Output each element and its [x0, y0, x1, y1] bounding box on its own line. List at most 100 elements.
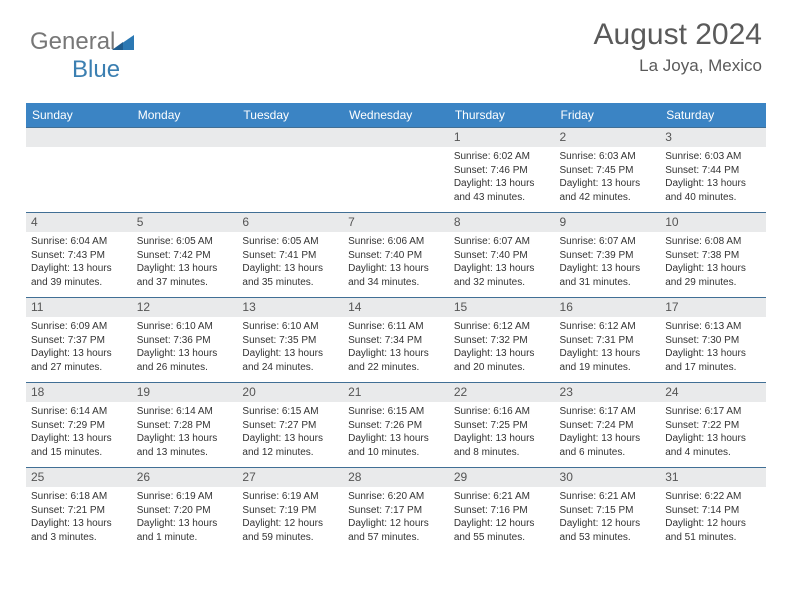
weekday-monday: Monday	[132, 103, 238, 128]
calendar-cell: 13Sunrise: 6:10 AMSunset: 7:35 PMDayligh…	[237, 298, 343, 383]
day-number: 12	[132, 298, 238, 317]
day-number: 27	[237, 468, 343, 487]
day-number: 13	[237, 298, 343, 317]
day-number: 10	[660, 213, 766, 232]
calendar-cell: 11Sunrise: 6:09 AMSunset: 7:37 PMDayligh…	[26, 298, 132, 383]
day-number: 3	[660, 128, 766, 147]
calendar-row: 11Sunrise: 6:09 AMSunset: 7:37 PMDayligh…	[26, 298, 766, 383]
day-details: Sunrise: 6:03 AMSunset: 7:45 PMDaylight:…	[555, 147, 661, 204]
day-number: 5	[132, 213, 238, 232]
day-number: 6	[237, 213, 343, 232]
day-details: Sunrise: 6:21 AMSunset: 7:15 PMDaylight:…	[555, 487, 661, 544]
day-details: Sunrise: 6:18 AMSunset: 7:21 PMDaylight:…	[26, 487, 132, 544]
day-details: Sunrise: 6:13 AMSunset: 7:30 PMDaylight:…	[660, 317, 766, 374]
calendar-cell	[132, 128, 238, 213]
calendar-cell: 5Sunrise: 6:05 AMSunset: 7:42 PMDaylight…	[132, 213, 238, 298]
day-number: 1	[449, 128, 555, 147]
day-details: Sunrise: 6:10 AMSunset: 7:35 PMDaylight:…	[237, 317, 343, 374]
day-number: 19	[132, 383, 238, 402]
day-details: Sunrise: 6:07 AMSunset: 7:40 PMDaylight:…	[449, 232, 555, 289]
weekday-friday: Friday	[555, 103, 661, 128]
calendar-cell: 29Sunrise: 6:21 AMSunset: 7:16 PMDayligh…	[449, 468, 555, 553]
month-title: August 2024	[30, 18, 762, 52]
calendar-cell: 15Sunrise: 6:12 AMSunset: 7:32 PMDayligh…	[449, 298, 555, 383]
day-details: Sunrise: 6:06 AMSunset: 7:40 PMDaylight:…	[343, 232, 449, 289]
weekday-tuesday: Tuesday	[237, 103, 343, 128]
day-details: Sunrise: 6:15 AMSunset: 7:26 PMDaylight:…	[343, 402, 449, 459]
day-details: Sunrise: 6:02 AMSunset: 7:46 PMDaylight:…	[449, 147, 555, 204]
calendar-cell: 18Sunrise: 6:14 AMSunset: 7:29 PMDayligh…	[26, 383, 132, 468]
day-number: 11	[26, 298, 132, 317]
calendar-cell: 2Sunrise: 6:03 AMSunset: 7:45 PMDaylight…	[555, 128, 661, 213]
calendar-cell: 28Sunrise: 6:20 AMSunset: 7:17 PMDayligh…	[343, 468, 449, 553]
weekday-sunday: Sunday	[26, 103, 132, 128]
calendar-table: SundayMondayTuesdayWednesdayThursdayFrid…	[26, 103, 766, 553]
calendar-cell: 1Sunrise: 6:02 AMSunset: 7:46 PMDaylight…	[449, 128, 555, 213]
calendar-cell: 27Sunrise: 6:19 AMSunset: 7:19 PMDayligh…	[237, 468, 343, 553]
day-number: 24	[660, 383, 766, 402]
day-number: 23	[555, 383, 661, 402]
day-number: 17	[660, 298, 766, 317]
calendar-cell: 26Sunrise: 6:19 AMSunset: 7:20 PMDayligh…	[132, 468, 238, 553]
calendar-cell: 16Sunrise: 6:12 AMSunset: 7:31 PMDayligh…	[555, 298, 661, 383]
day-details: Sunrise: 6:22 AMSunset: 7:14 PMDaylight:…	[660, 487, 766, 544]
day-details: Sunrise: 6:11 AMSunset: 7:34 PMDaylight:…	[343, 317, 449, 374]
calendar-cell: 31Sunrise: 6:22 AMSunset: 7:14 PMDayligh…	[660, 468, 766, 553]
calendar-cell: 8Sunrise: 6:07 AMSunset: 7:40 PMDaylight…	[449, 213, 555, 298]
day-details: Sunrise: 6:19 AMSunset: 7:20 PMDaylight:…	[132, 487, 238, 544]
calendar-row: 18Sunrise: 6:14 AMSunset: 7:29 PMDayligh…	[26, 383, 766, 468]
day-number: 28	[343, 468, 449, 487]
calendar-cell: 24Sunrise: 6:17 AMSunset: 7:22 PMDayligh…	[660, 383, 766, 468]
title-block: August 2024 La Joya, Mexico	[30, 18, 762, 76]
calendar-cell: 6Sunrise: 6:05 AMSunset: 7:41 PMDaylight…	[237, 213, 343, 298]
day-number: 31	[660, 468, 766, 487]
location: La Joya, Mexico	[30, 56, 762, 76]
calendar-cell: 9Sunrise: 6:07 AMSunset: 7:39 PMDaylight…	[555, 213, 661, 298]
day-number: 7	[343, 213, 449, 232]
calendar-cell	[237, 128, 343, 213]
day-details: Sunrise: 6:12 AMSunset: 7:32 PMDaylight:…	[449, 317, 555, 374]
day-number: 22	[449, 383, 555, 402]
day-number-empty	[26, 128, 132, 147]
weekday-header-row: SundayMondayTuesdayWednesdayThursdayFrid…	[26, 103, 766, 128]
calendar-cell: 10Sunrise: 6:08 AMSunset: 7:38 PMDayligh…	[660, 213, 766, 298]
calendar-cell: 4Sunrise: 6:04 AMSunset: 7:43 PMDaylight…	[26, 213, 132, 298]
day-details: Sunrise: 6:09 AMSunset: 7:37 PMDaylight:…	[26, 317, 132, 374]
calendar-cell	[26, 128, 132, 213]
day-number: 18	[26, 383, 132, 402]
day-details: Sunrise: 6:17 AMSunset: 7:24 PMDaylight:…	[555, 402, 661, 459]
day-details: Sunrise: 6:14 AMSunset: 7:28 PMDaylight:…	[132, 402, 238, 459]
calendar-cell: 12Sunrise: 6:10 AMSunset: 7:36 PMDayligh…	[132, 298, 238, 383]
day-number: 15	[449, 298, 555, 317]
day-number-empty	[132, 128, 238, 147]
day-number: 4	[26, 213, 132, 232]
day-number: 21	[343, 383, 449, 402]
calendar-cell: 30Sunrise: 6:21 AMSunset: 7:15 PMDayligh…	[555, 468, 661, 553]
day-number: 9	[555, 213, 661, 232]
day-number: 29	[449, 468, 555, 487]
calendar-cell: 25Sunrise: 6:18 AMSunset: 7:21 PMDayligh…	[26, 468, 132, 553]
calendar-body: 1Sunrise: 6:02 AMSunset: 7:46 PMDaylight…	[26, 128, 766, 553]
day-details: Sunrise: 6:21 AMSunset: 7:16 PMDaylight:…	[449, 487, 555, 544]
day-number: 26	[132, 468, 238, 487]
calendar-cell: 7Sunrise: 6:06 AMSunset: 7:40 PMDaylight…	[343, 213, 449, 298]
logo-general: General	[30, 28, 115, 55]
day-number: 14	[343, 298, 449, 317]
calendar-cell: 22Sunrise: 6:16 AMSunset: 7:25 PMDayligh…	[449, 383, 555, 468]
calendar-row: 25Sunrise: 6:18 AMSunset: 7:21 PMDayligh…	[26, 468, 766, 553]
day-number: 16	[555, 298, 661, 317]
logo-triangle-icon	[112, 33, 134, 55]
calendar-cell: 19Sunrise: 6:14 AMSunset: 7:28 PMDayligh…	[132, 383, 238, 468]
day-details: Sunrise: 6:05 AMSunset: 7:41 PMDaylight:…	[237, 232, 343, 289]
day-details: Sunrise: 6:12 AMSunset: 7:31 PMDaylight:…	[555, 317, 661, 374]
calendar-cell	[343, 128, 449, 213]
calendar-cell: 3Sunrise: 6:03 AMSunset: 7:44 PMDaylight…	[660, 128, 766, 213]
calendar-cell: 14Sunrise: 6:11 AMSunset: 7:34 PMDayligh…	[343, 298, 449, 383]
day-details: Sunrise: 6:08 AMSunset: 7:38 PMDaylight:…	[660, 232, 766, 289]
day-details: Sunrise: 6:15 AMSunset: 7:27 PMDaylight:…	[237, 402, 343, 459]
header: General Blue August 2024 La Joya, Mexico	[0, 0, 792, 95]
day-number-empty	[343, 128, 449, 147]
day-details: Sunrise: 6:16 AMSunset: 7:25 PMDaylight:…	[449, 402, 555, 459]
weekday-thursday: Thursday	[449, 103, 555, 128]
weekday-saturday: Saturday	[660, 103, 766, 128]
